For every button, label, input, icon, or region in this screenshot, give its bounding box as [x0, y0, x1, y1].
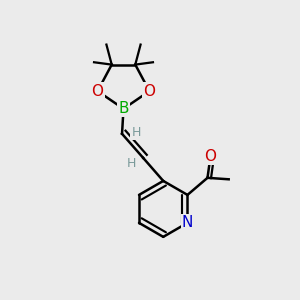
Text: O: O — [92, 84, 104, 99]
Text: O: O — [204, 149, 216, 164]
Text: B: B — [118, 101, 129, 116]
Text: O: O — [143, 84, 155, 99]
Text: N: N — [182, 215, 193, 230]
Text: H: H — [131, 126, 141, 139]
Text: H: H — [127, 157, 136, 170]
